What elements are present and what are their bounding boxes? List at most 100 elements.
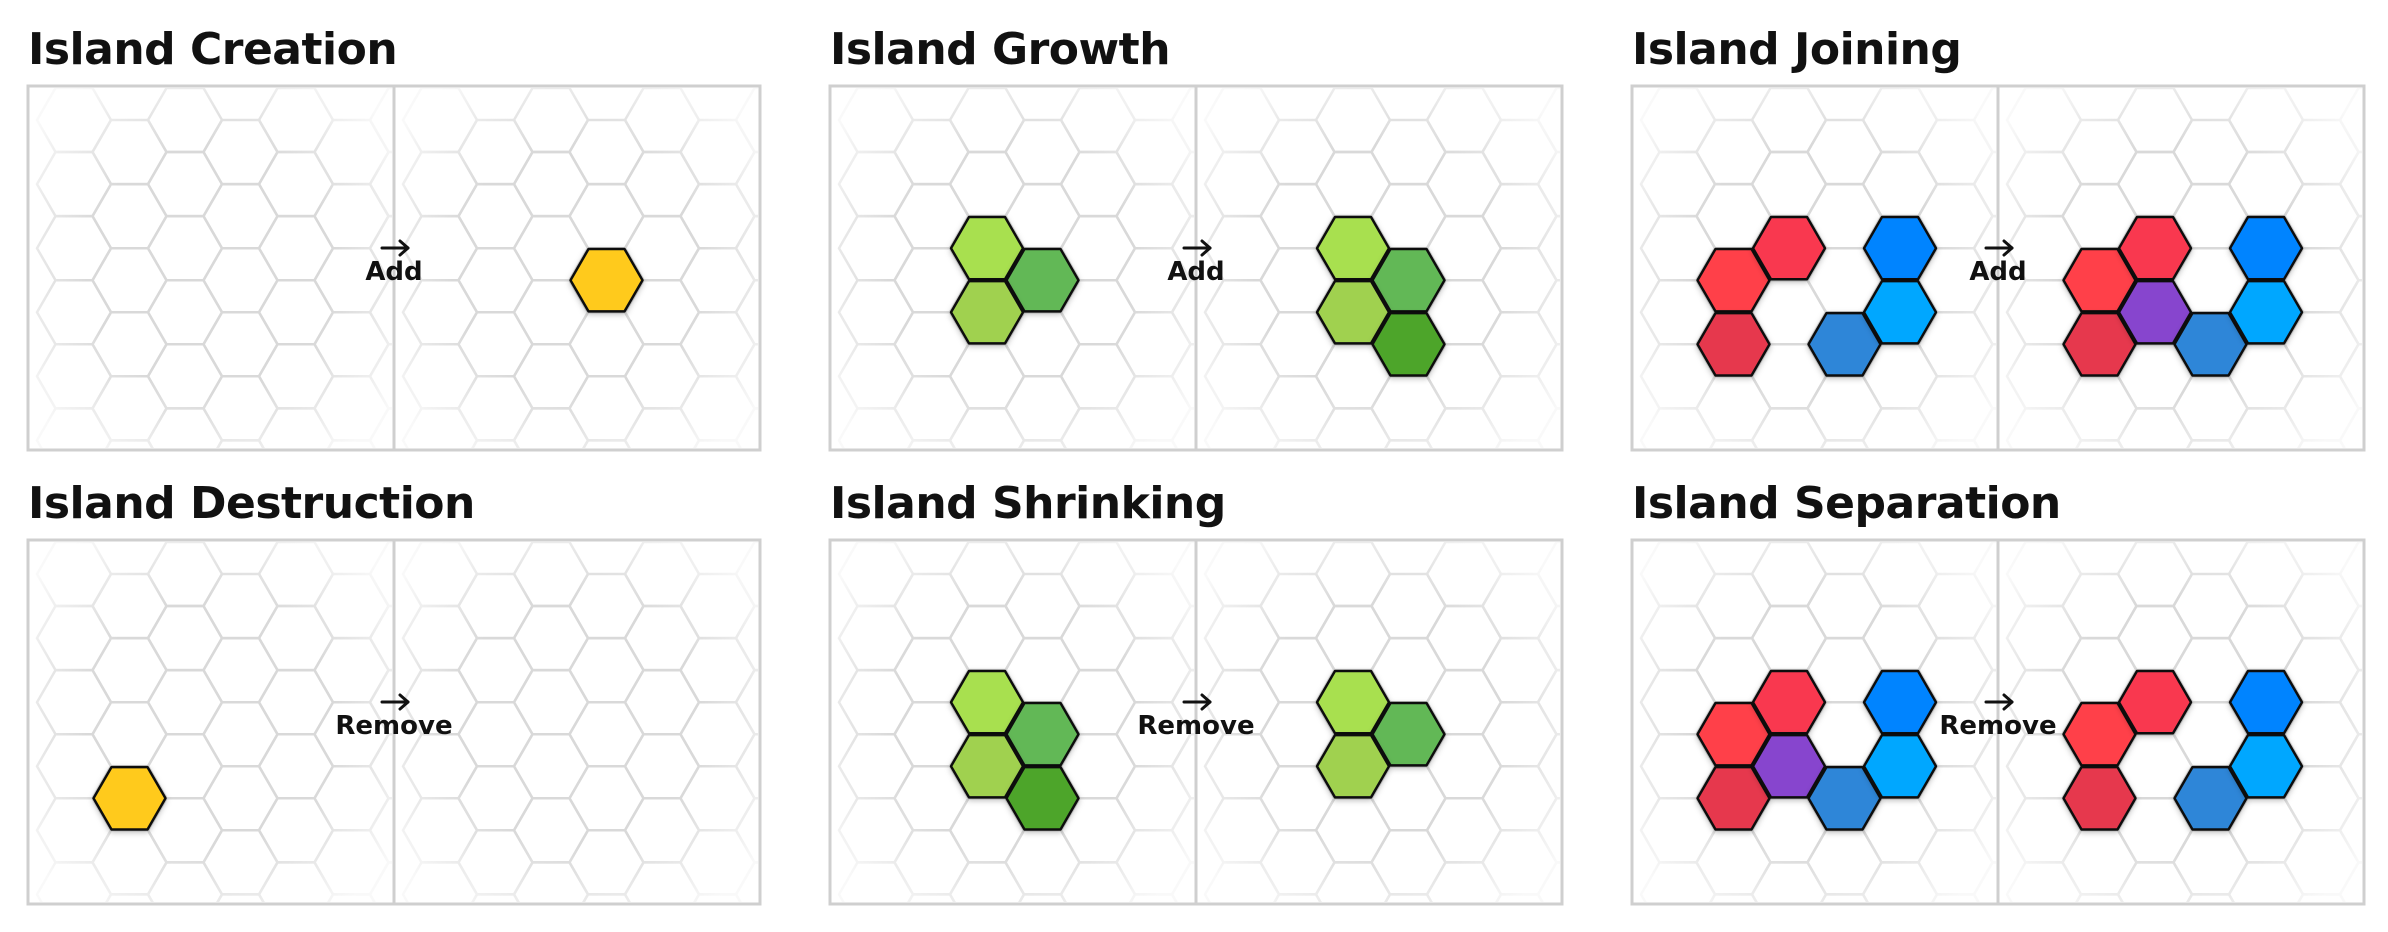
blue-hex-tile — [2228, 215, 2304, 281]
grid-cell — [403, 927, 477, 932]
grid-cell — [370, 927, 444, 932]
action-label-add: Add — [1167, 257, 1224, 287]
grid-cell — [948, 542, 1026, 608]
grid-cell — [1425, 542, 1503, 608]
grid-cell — [893, 375, 970, 442]
grid-cell — [1370, 829, 1447, 896]
grid-cell — [202, 572, 279, 640]
grid-cell — [1018, 893, 1067, 902]
grid-cell — [948, 407, 1026, 448]
grid-cell — [893, 118, 970, 186]
grid-cell — [948, 88, 1026, 154]
red-hex-tile — [1696, 311, 1771, 377]
grid-cell — [2338, 861, 2362, 902]
grid-cell — [512, 150, 590, 218]
grid-cell — [1536, 343, 1560, 410]
grid-cell — [1481, 118, 1558, 186]
grid-cell — [582, 893, 631, 902]
grid-cell — [1170, 732, 1194, 800]
grid-cell — [35, 150, 113, 218]
grid-cell — [1972, 150, 1996, 218]
grid-cell — [736, 927, 810, 932]
grid-cell — [35, 343, 113, 410]
grid-cell — [1972, 732, 1996, 800]
grid-cell — [1059, 604, 1137, 672]
grid-cell — [1806, 375, 1883, 442]
grid-cell — [1203, 88, 1281, 154]
grid-cell — [1427, 927, 1501, 932]
grid-cell — [457, 182, 534, 250]
grid-cell — [368, 732, 392, 800]
grid-cell — [1259, 572, 1336, 640]
grid-cell — [313, 829, 390, 896]
grid-cell — [1750, 88, 1828, 154]
grid-cell — [2338, 214, 2362, 282]
grid-cell — [568, 572, 645, 640]
grid-cell — [1972, 343, 1996, 410]
grid-cell — [1972, 88, 1996, 154]
grid-cell — [837, 214, 915, 282]
grid-cell — [1115, 118, 1192, 186]
grid-cell — [327, 893, 376, 902]
blue-hex-tile — [2228, 669, 2304, 735]
grid-cell — [202, 636, 279, 704]
grid-cell — [2338, 604, 2362, 672]
grid-cell — [837, 150, 915, 218]
grid-cell — [2227, 861, 2305, 902]
grid-cell — [457, 700, 534, 768]
grid-cell — [146, 542, 224, 608]
grid-cell — [1820, 893, 1869, 902]
grid-cell — [1170, 150, 1194, 218]
grid-cell — [1752, 473, 1826, 537]
grid-cell — [1059, 88, 1137, 154]
grid-cell — [2227, 542, 2305, 608]
green-hex-tile — [1371, 247, 1446, 313]
hex-grid-after — [1203, 88, 1612, 537]
grid-cell — [2283, 375, 2360, 442]
grid-cell — [2227, 604, 2305, 672]
grid-cell — [91, 636, 168, 704]
grid-cell — [401, 542, 479, 608]
grid-cell — [837, 407, 915, 448]
grid-cell — [1861, 407, 1939, 448]
grid-cell — [1004, 572, 1081, 640]
grid-cell — [368, 668, 392, 736]
grid-cell — [734, 88, 758, 154]
grid-cell — [1861, 150, 1939, 218]
green-hex-tile — [1005, 247, 1080, 313]
yellow-hex-tile — [92, 765, 167, 831]
grid-cell — [837, 88, 915, 154]
grid-cell — [837, 542, 915, 608]
grid-cell — [2116, 150, 2194, 218]
grid-cell — [623, 150, 701, 218]
grid-cell — [512, 407, 590, 448]
grid-cell — [1061, 927, 1135, 932]
grid-cell — [457, 765, 534, 832]
grid-cell — [1536, 797, 1560, 864]
grid-cell — [146, 150, 224, 218]
grid-cell — [257, 797, 335, 864]
grid-cell — [1059, 542, 1137, 608]
grid-cell — [35, 214, 113, 282]
grid-cell — [2338, 343, 2362, 410]
hex-grid-before — [837, 542, 1194, 932]
grid-cell — [1536, 668, 1560, 736]
grid-cell — [679, 311, 756, 378]
grid-cell — [1170, 278, 1194, 346]
grid-cell — [1639, 861, 1717, 902]
grid-cell — [2172, 118, 2249, 186]
grid-cell — [257, 150, 335, 218]
grid-cell — [368, 542, 392, 608]
red-hex-tile — [2117, 669, 2193, 735]
grid-cell — [1917, 118, 1994, 186]
grid-cell — [368, 278, 392, 346]
grid-cell — [1203, 542, 1281, 608]
grid-cell — [950, 927, 1024, 932]
grid-cell — [1538, 473, 1612, 537]
grid-cell — [1314, 150, 1392, 218]
grid-cell — [2283, 572, 2360, 640]
grid-cell — [35, 278, 113, 346]
grid-cell — [401, 278, 479, 346]
grid-cell — [2283, 118, 2360, 186]
